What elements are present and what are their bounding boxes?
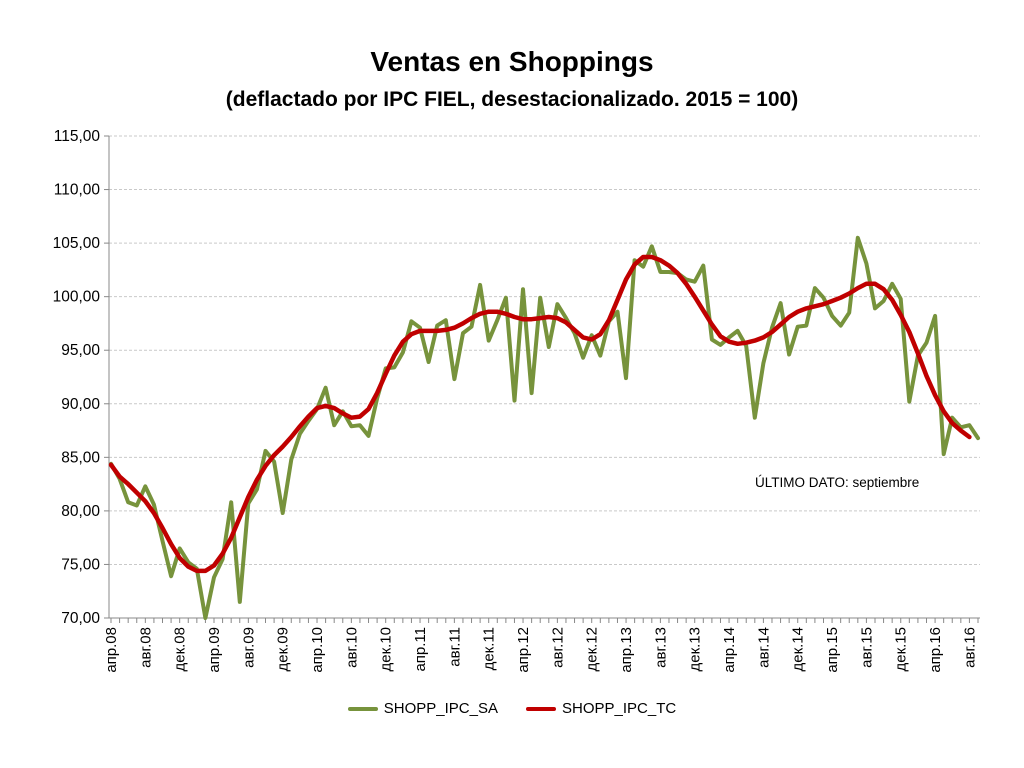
x-tick-label: апр.10	[309, 627, 326, 673]
x-tick-label: авг.11	[446, 627, 463, 667]
y-tick-label: 75,00	[61, 556, 100, 573]
y-tick-label: 70,00	[61, 610, 100, 627]
x-tick-label: апр.08	[103, 627, 120, 673]
y-tick-label: 95,00	[61, 342, 100, 359]
x-tick-label: авг.09	[240, 627, 257, 668]
x-tick-label: авг.08	[137, 627, 154, 668]
y-tick-label: 100,00	[53, 289, 101, 306]
y-tick-label: 80,00	[61, 503, 100, 520]
x-tick-label: авг.13	[652, 627, 669, 668]
x-tick-label: апр.15	[824, 627, 841, 673]
x-tick-label: авг.16	[961, 627, 978, 668]
x-tick-label: апр.12	[515, 627, 532, 673]
y-axis-tick-labels: 70,00 75,00 80,00 85,00 90,00 95,00 100,00 105,…	[53, 128, 101, 627]
x-tick-label: дек.09	[275, 627, 292, 672]
x-tick-label: апр.14	[721, 627, 738, 673]
legend: SHOPP_IPC_SA SHOPP_IPC_TC	[0, 700, 1024, 717]
x-tick-label: апр.13	[618, 627, 635, 673]
series-line-sa	[109, 235, 980, 620]
x-tick-label: дек.11	[481, 627, 498, 670]
legend-item-sa: SHOPP_IPC_SA	[347, 700, 498, 717]
x-tick-label: дек.12	[584, 627, 601, 672]
x-tick-label: авг.14	[755, 627, 772, 668]
y-tick-label: 115,00	[54, 128, 101, 145]
grid-lines	[109, 135, 980, 565]
x-tick-label: апр.11	[412, 627, 429, 672]
x-tick-label: дек.08	[172, 627, 189, 672]
legend-swatch-sa	[347, 706, 378, 711]
y-tick-label: 90,00	[61, 396, 100, 413]
latest-data-note: ÚLTIMO DATO: septiembre	[755, 475, 920, 490]
x-axis-tick-labels: апр.08 авг.08 дек.08 апр.09 авг.09 дек.09 апр.…	[103, 627, 978, 673]
legend-swatch-tc	[526, 706, 556, 711]
chart-subtitle: (deflactado por IPC FIEL, desestacionali…	[225, 88, 799, 111]
series-lines	[108, 235, 980, 620]
chart-title: Ventas en Shoppings	[370, 46, 654, 77]
y-tick-label: 110,00	[54, 182, 101, 199]
x-tick-label: дек.10	[378, 627, 395, 672]
axes	[104, 135, 980, 623]
legend-label-sa: SHOPP_IPC_SA	[383, 700, 498, 717]
series-line-tc	[108, 254, 972, 574]
x-tick-label: апр.09	[206, 627, 223, 673]
x-tick-label: авг.15	[858, 627, 875, 668]
x-tick-label: дек.15	[893, 627, 910, 672]
x-tick-label: апр.16	[927, 627, 944, 673]
x-tick-label: дек.14	[790, 627, 807, 672]
legend-label-tc: SHOPP_IPC_TC	[562, 700, 677, 717]
x-tick-label: авг.10	[343, 627, 360, 668]
x-tick-label: авг.12	[549, 627, 566, 668]
legend-item-tc: SHOPP_IPC_TC	[526, 700, 676, 717]
x-tick-label: дек.13	[687, 627, 704, 672]
y-tick-label: 105,00	[53, 235, 101, 252]
y-tick-label: 85,00	[61, 449, 100, 466]
